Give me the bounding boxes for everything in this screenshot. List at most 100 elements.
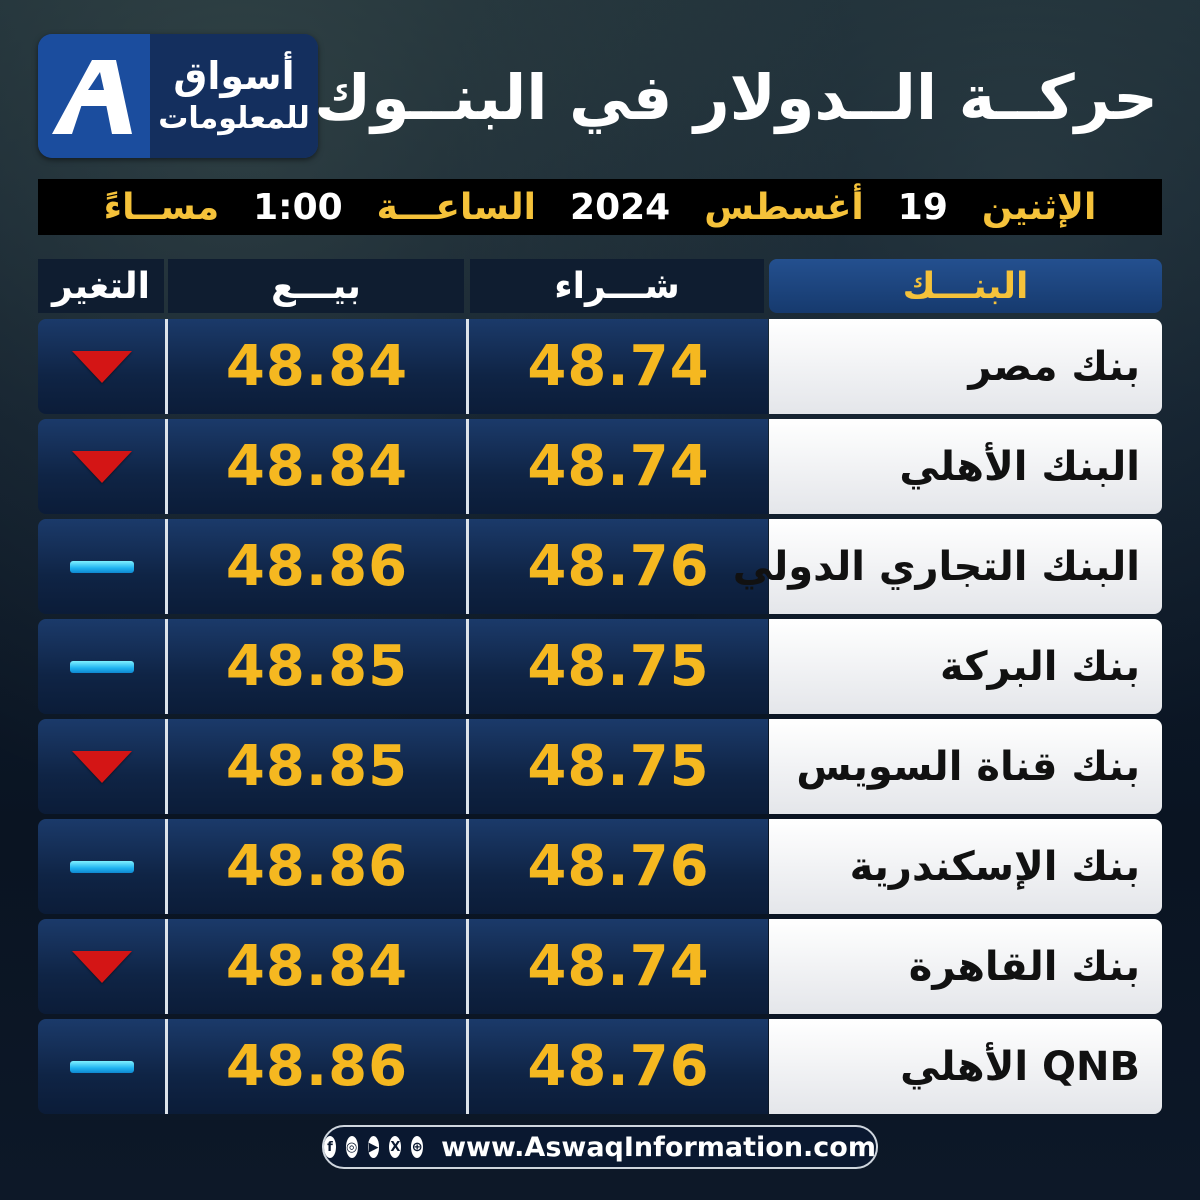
time-label: الساعـــة — [376, 186, 537, 228]
column-divider — [165, 619, 168, 714]
sell-cell: 48.85 — [168, 619, 466, 714]
table-row: 48.86 48.76 البنك التجاري الدولي — [38, 519, 1162, 614]
column-divider — [466, 619, 469, 714]
facebook-icon[interactable]: f — [324, 1136, 336, 1158]
page-title: حركــة الــدولار في البنــوك — [314, 61, 1158, 134]
column-divider — [165, 719, 168, 814]
footer-bar: f ◎ ▶ X ⊕ www.AswaqInformation.com — [322, 1125, 878, 1169]
column-divider — [165, 419, 168, 514]
sell-cell: 48.84 — [168, 419, 466, 514]
column-divider — [165, 319, 168, 414]
column-divider — [466, 319, 469, 414]
x-icon[interactable]: X — [389, 1136, 402, 1158]
buy-rate: 48.76 — [527, 534, 710, 599]
bank-name: البنك الأهلي — [899, 443, 1140, 490]
sell-rate: 48.86 — [225, 834, 409, 899]
unchanged-dash-icon — [69, 560, 134, 573]
table-row: 48.85 48.75 بنك قناة السويس — [38, 719, 1162, 814]
buy-rate: 48.76 — [527, 1034, 710, 1099]
down-arrow-icon — [71, 950, 132, 983]
buy-cell: 48.76 — [469, 519, 768, 614]
column-divider — [466, 719, 469, 814]
sell-rate: 48.86 — [225, 534, 409, 599]
time-period: مســاءً — [103, 186, 220, 228]
buy-cell: 48.75 — [469, 619, 768, 714]
header-sell: بيـــع — [168, 259, 464, 313]
change-cell — [38, 1019, 165, 1114]
change-cell — [38, 919, 165, 1014]
sell-cell: 48.84 — [168, 919, 466, 1014]
change-cell — [38, 619, 165, 714]
column-divider — [466, 919, 469, 1014]
buy-cell: 48.76 — [469, 819, 768, 914]
change-cell — [38, 319, 165, 414]
unchanged-dash-icon — [69, 660, 134, 673]
buy-cell: 48.76 — [469, 1019, 768, 1114]
date-year: 2024 — [570, 186, 671, 228]
sell-cell: 48.86 — [168, 519, 466, 614]
sell-cell: 48.85 — [168, 719, 466, 814]
down-arrow-icon — [71, 450, 132, 483]
youtube-icon[interactable]: ▶ — [367, 1136, 380, 1158]
date-month: أغسطس — [704, 186, 864, 228]
column-divider — [466, 819, 469, 914]
table-row: 48.84 48.74 بنك القاهرة — [38, 919, 1162, 1014]
buy-cell: 48.74 — [469, 419, 768, 514]
buy-cell: 48.74 — [469, 919, 768, 1014]
table-row: 48.84 48.74 بنك مصر — [38, 319, 1162, 414]
bank-name: البنك التجاري الدولي — [732, 543, 1140, 590]
bank-name-cell: بنك الإسكندرية — [769, 819, 1162, 914]
date-bar: الإثنين 19 أغسطس 2024 الساعـــة 1:00 مسـ… — [38, 179, 1162, 235]
logo-a-icon — [38, 34, 150, 158]
column-divider — [466, 519, 469, 614]
bank-name: QNB الأهلي — [900, 1043, 1140, 1090]
sell-rate: 48.85 — [225, 734, 409, 799]
change-cell — [38, 819, 165, 914]
sell-rate: 48.84 — [225, 334, 409, 399]
column-divider — [466, 419, 469, 514]
bank-name-cell: بنك القاهرة — [769, 919, 1162, 1014]
instagram-icon[interactable]: ◎ — [345, 1136, 358, 1158]
column-divider — [466, 1019, 469, 1114]
table-row: 48.86 48.76 بنك الإسكندرية — [38, 819, 1162, 914]
bank-name: بنك القاهرة — [908, 943, 1140, 990]
column-divider — [165, 519, 168, 614]
bank-name-cell: بنك قناة السويس — [769, 719, 1162, 814]
buy-rate: 48.74 — [527, 434, 710, 499]
header-buy: شـــراء — [470, 259, 764, 313]
bank-name-cell: QNB الأهلي — [769, 1019, 1162, 1114]
logo-line1: أسواق — [173, 54, 295, 98]
date-day: الإثنين — [981, 186, 1097, 228]
bank-name-cell: بنك مصر — [769, 319, 1162, 414]
bank-name: بنك الإسكندرية — [849, 843, 1140, 890]
sell-cell: 48.86 — [168, 819, 466, 914]
logo-text: أسواق للمعلومات — [150, 34, 318, 158]
buy-rate: 48.75 — [527, 634, 710, 699]
table-row: 48.86 48.76 QNB الأهلي — [38, 1019, 1162, 1114]
change-cell — [38, 519, 165, 614]
bank-name: بنك البركة — [940, 643, 1140, 690]
buy-rate: 48.74 — [527, 934, 710, 999]
table-row: 48.84 48.74 البنك الأهلي — [38, 419, 1162, 514]
brand-logo: أسواق للمعلومات — [38, 34, 318, 158]
down-arrow-icon — [71, 750, 132, 783]
buy-cell: 48.75 — [469, 719, 768, 814]
unchanged-dash-icon — [69, 1060, 134, 1073]
bank-name-cell: البنك الأهلي — [769, 419, 1162, 514]
web-icon[interactable]: ⊕ — [411, 1136, 424, 1158]
sell-cell: 48.84 — [168, 319, 466, 414]
sell-cell: 48.86 — [168, 1019, 466, 1114]
buy-rate: 48.74 — [527, 334, 710, 399]
column-divider — [165, 819, 168, 914]
table-row: 48.85 48.75 بنك البركة — [38, 619, 1162, 714]
bank-name-cell: بنك البركة — [769, 619, 1162, 714]
buy-cell: 48.74 — [469, 319, 768, 414]
change-cell — [38, 719, 165, 814]
column-divider — [165, 919, 168, 1014]
buy-rate: 48.76 — [527, 834, 710, 899]
bank-name-cell: البنك التجاري الدولي — [733, 519, 1162, 614]
unchanged-dash-icon — [69, 860, 134, 873]
website-url[interactable]: www.AswaqInformation.com — [441, 1131, 876, 1163]
sell-rate: 48.85 — [225, 634, 409, 699]
column-divider — [165, 1019, 168, 1114]
